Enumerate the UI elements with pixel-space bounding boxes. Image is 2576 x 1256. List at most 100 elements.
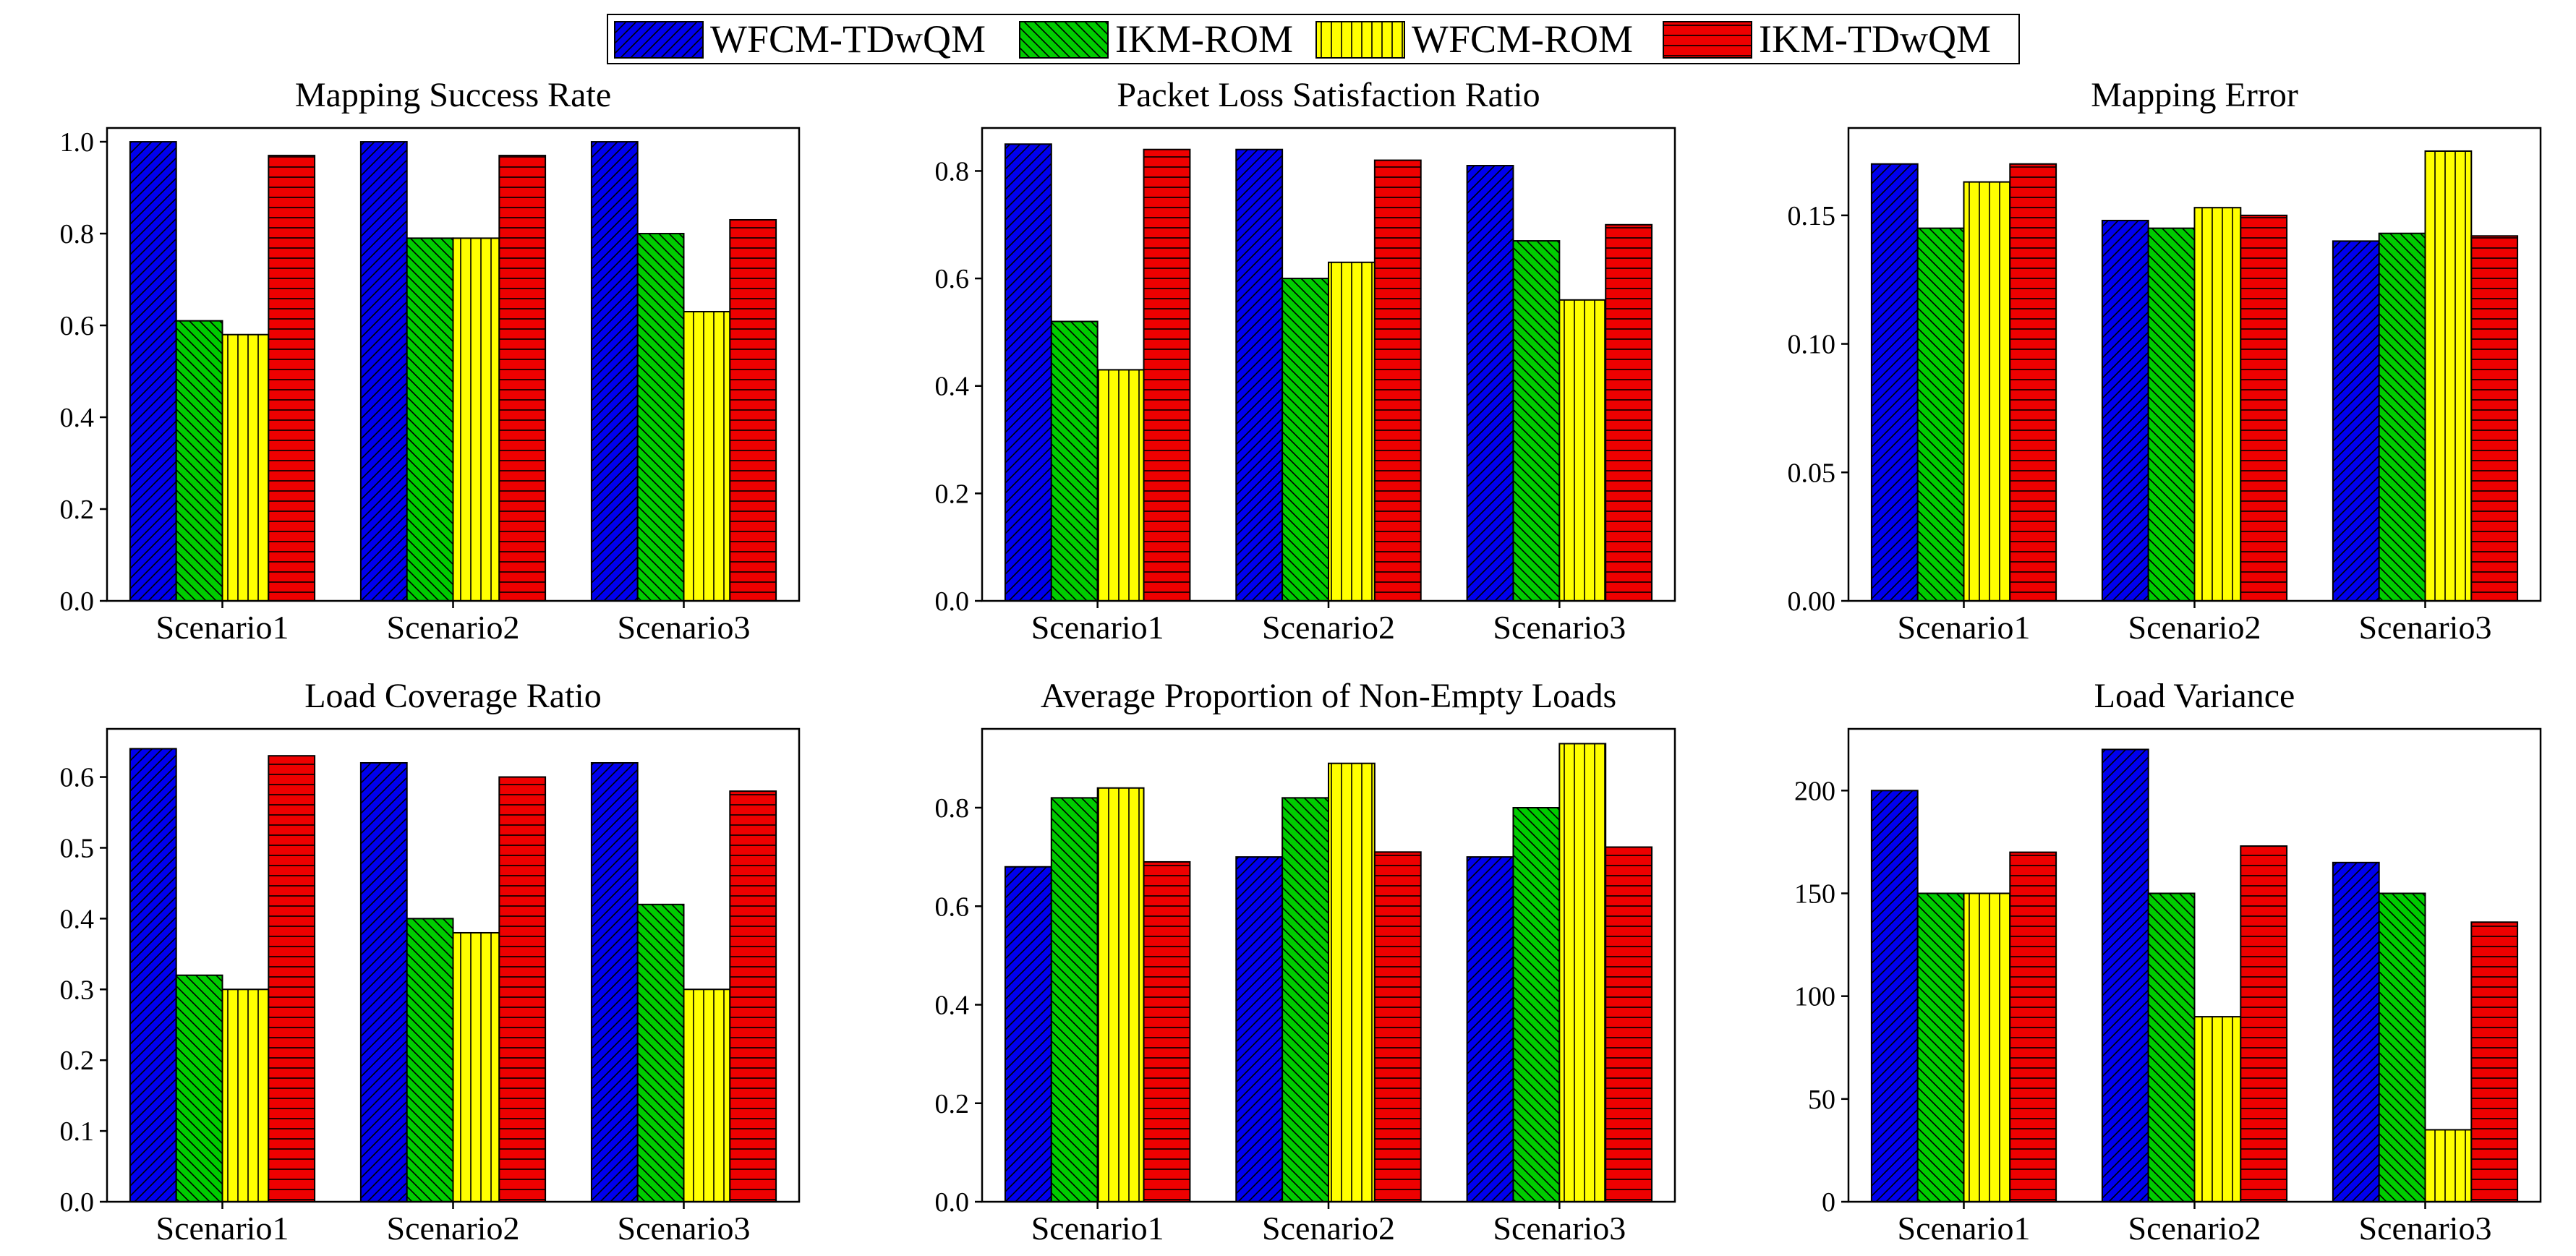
x-tick-label: Scenario1 [1898,609,2031,646]
bar-ikm-rom-scenario1 [1050,320,1099,602]
chart-title: Mapping Success Rate [295,76,611,114]
bar-wfcm-tdwqm-scenario3 [1466,856,1514,1202]
bar-ikm-rom-scenario3 [2378,232,2426,602]
y-tick-label: 0.3 [60,975,95,1005]
y-tick-label: 0.00 [1788,586,1836,617]
bar-ikm-rom-scenario1 [175,320,223,602]
x-tick-label: Scenario2 [2128,1210,2261,1247]
x-tick-label: Scenario2 [1262,1210,1395,1247]
x-tick-label: Scenario3 [1493,609,1626,646]
bar-ikm-rom-scenario3 [1512,240,1561,602]
legend-label: WFCM-ROM [1412,17,1633,61]
legend-label: WFCM-TDwQM [710,17,986,61]
x-tick-label: Scenario3 [2359,1210,2492,1247]
chart-6: Load Variance 0 50 100 150 200 Scenario1 Scenar… [1794,677,2542,1247]
legend-label: IKM-ROM [1115,17,1293,61]
bar-ikm-rom-scenario2 [2147,227,2196,602]
y-tick-label: 50 [1808,1085,1835,1115]
bar-wfcm-rom-scenario3 [2424,150,2473,602]
bar-ikm-rom-scenario1 [1916,227,1965,602]
bar-wfcm-tdwqm-scenario1 [1870,790,1919,1202]
bar-wfcm-rom-scenario3 [2424,1129,2473,1203]
bar-wfcm-rom-scenario3 [683,310,731,602]
y-tick-label: 0.0 [935,586,970,617]
bar-wfcm-tdwqm-scenario2 [1235,856,1284,1202]
bar-wfcm-rom-scenario1 [221,333,270,602]
bar-ikm-rom-scenario2 [1281,797,1329,1202]
bar-wfcm-rom-scenario1 [1963,181,2011,602]
chart-1: Mapping Success Rate 0.0 0.2 0.4 0.6 0.8 1.0 Sc… [60,76,801,646]
legend-swatch-ikm-rom [1019,21,1109,59]
y-tick-label: 0.8 [60,219,95,249]
x-tick-label: Scenario3 [618,609,751,646]
y-tick-label: 0.5 [60,833,95,863]
bar-wfcm-tdwqm-scenario3 [590,761,639,1202]
bar-ikm-rom-scenario1 [175,974,223,1202]
y-tick-label: 0.0 [60,586,95,617]
bar-wfcm-tdwqm-scenario1 [1870,163,1919,602]
bar-wfcm-tdwqm-scenario2 [1235,148,1284,602]
x-tick-label: Scenario1 [1898,1210,2031,1247]
bar-wfcm-tdwqm-scenario1 [1004,143,1052,602]
y-tick-label: 0.4 [935,372,970,402]
y-tick-label: 0 [1822,1187,1835,1218]
bar-ikm-rom-scenario2 [2147,892,2196,1202]
x-tick-label: Scenario3 [2359,609,2492,646]
bar-wfcm-rom-scenario2 [2193,207,2242,602]
y-tick-label: 0.2 [60,495,95,525]
y-tick-label: 0.2 [935,479,970,509]
bar-wfcm-rom-scenario2 [452,931,500,1203]
bar-wfcm-tdwqm-scenario2 [2101,748,2149,1203]
bar-ikm-tdwqm-scenario2 [1373,159,1422,602]
bar-ikm-tdwqm-scenario2 [498,776,547,1202]
y-tick-label: 0.05 [1788,458,1836,488]
bar-ikm-rom-scenario3 [2378,892,2426,1202]
bar-ikm-tdwqm-scenario3 [729,218,777,602]
bar-wfcm-tdwqm-scenario3 [1466,165,1514,602]
y-tick-label: 0.15 [1788,201,1836,231]
y-tick-label: 100 [1794,982,1835,1012]
bar-ikm-rom-scenario2 [406,237,454,602]
bar-ikm-rom-scenario3 [636,233,685,602]
bar-wfcm-tdwqm-scenario3 [590,141,639,602]
bar-ikm-tdwqm-scenario2 [1373,851,1422,1202]
bar-ikm-tdwqm-scenario2 [2240,845,2288,1202]
bar-ikm-rom-scenario1 [1050,797,1099,1202]
bar-ikm-tdwqm-scenario2 [2240,214,2288,602]
bar-ikm-tdwqm-scenario3 [1605,846,1653,1202]
charts: Mapping Success Rate 0.0 0.2 0.4 0.6 0.8 1.0 Sc… [60,76,2542,1247]
y-tick-label: 0.4 [60,904,95,934]
bar-wfcm-tdwqm-scenario1 [1004,866,1052,1202]
y-tick-label: 0.10 [1788,330,1836,360]
x-tick-label: Scenario1 [156,1210,289,1247]
x-tick-label: Scenario2 [387,1210,520,1247]
y-tick-label: 0.4 [60,403,95,433]
bar-ikm-rom-scenario1 [1916,892,1965,1202]
bar-ikm-tdwqm-scenario1 [1143,148,1191,602]
legend: WFCM-TDwQM IKM-ROM WFCM-ROM IKM-TDwQM [607,14,2020,64]
bar-wfcm-rom-scenario2 [452,237,500,602]
bar-ikm-tdwqm-scenario3 [2470,921,2519,1203]
bar-wfcm-rom-scenario3 [683,988,731,1203]
chart-2: Packet Loss Satisfaction Ratio 0.0 0.2 0.4 0… [935,76,1676,646]
chart-3: Mapping Error 0.00 0.05 0.10 0.15 Scenario1 Sc… [1788,76,2542,646]
bar-ikm-tdwqm-scenario1 [2009,163,2057,602]
legend-swatch-wfcm-rom [1315,21,1405,59]
chart-4: Load Coverage Ratio 0.0 0.1 0.2 0.3 0.4 0.5 0.6… [60,677,801,1247]
bar-wfcm-tdwqm-scenario2 [2101,219,2149,602]
bar-ikm-tdwqm-scenario3 [2470,235,2519,602]
y-tick-label: 0.4 [935,991,970,1021]
y-tick-label: 0.8 [935,793,970,824]
legend-swatch-ikm-tdwqm [1663,21,1752,59]
x-tick-label: Scenario1 [156,609,289,646]
x-tick-label: Scenario2 [2128,609,2261,646]
x-tick-label: Scenario1 [1031,609,1164,646]
bar-wfcm-rom-scenario3 [1558,299,1607,602]
y-tick-label: 0.1 [60,1116,95,1147]
bar-ikm-tdwqm-scenario2 [498,155,547,602]
bar-ikm-rom-scenario3 [1512,807,1561,1202]
bar-wfcm-rom-scenario1 [1096,787,1145,1202]
bar-wfcm-tdwqm-scenario2 [359,761,408,1202]
y-tick-label: 0.0 [935,1187,970,1218]
